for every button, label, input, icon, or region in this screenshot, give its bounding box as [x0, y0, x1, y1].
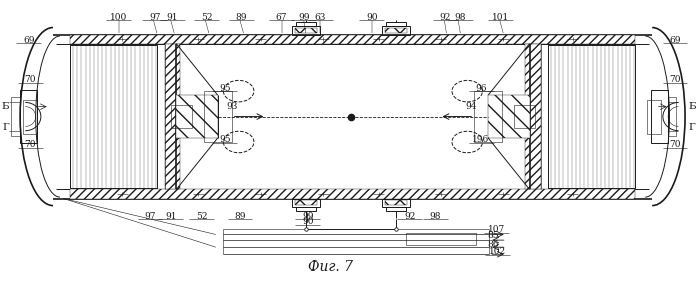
Text: 70: 70: [24, 75, 36, 84]
Text: 92: 92: [440, 12, 451, 22]
Text: 70: 70: [24, 140, 36, 149]
Text: 196: 196: [473, 135, 490, 144]
Text: 69: 69: [669, 36, 681, 45]
Text: 102: 102: [489, 247, 506, 256]
Bar: [295, 28, 317, 33]
Text: 96: 96: [475, 84, 487, 93]
Text: 67: 67: [276, 12, 287, 22]
Text: 100: 100: [110, 12, 127, 22]
Bar: [386, 22, 405, 26]
Text: 91: 91: [165, 212, 177, 221]
Text: 99: 99: [298, 12, 310, 22]
Bar: [526, 44, 540, 189]
Bar: [71, 45, 157, 188]
Bar: [514, 105, 535, 128]
Bar: [23, 100, 37, 133]
Bar: [11, 97, 20, 136]
Text: 52: 52: [196, 212, 208, 221]
Bar: [295, 200, 317, 205]
Text: 70: 70: [669, 140, 681, 149]
Bar: [651, 90, 668, 143]
Bar: [382, 26, 410, 35]
Bar: [384, 28, 407, 33]
Text: 90: 90: [366, 12, 377, 22]
Bar: [668, 97, 677, 136]
Text: 98: 98: [454, 12, 466, 22]
Text: 107: 107: [488, 225, 505, 235]
Text: 89: 89: [234, 212, 246, 221]
Bar: [20, 90, 37, 143]
Bar: [488, 95, 530, 138]
Text: 95: 95: [219, 84, 231, 93]
Bar: [548, 45, 635, 188]
Bar: [296, 207, 315, 211]
Text: 63: 63: [315, 12, 326, 22]
Text: 99: 99: [302, 212, 314, 221]
Bar: [296, 22, 315, 26]
Text: 86: 86: [488, 241, 499, 249]
Text: 97: 97: [149, 12, 161, 22]
Text: Г: Г: [3, 123, 9, 132]
Text: 70: 70: [669, 75, 681, 84]
Text: 91: 91: [166, 12, 178, 22]
Text: 94: 94: [465, 102, 477, 111]
Text: 89: 89: [236, 12, 247, 22]
Bar: [406, 233, 475, 245]
Text: Б: Б: [689, 102, 696, 111]
Bar: [386, 207, 405, 211]
Text: 95: 95: [219, 135, 231, 144]
Text: 69: 69: [23, 36, 34, 45]
Text: 52: 52: [201, 12, 212, 22]
Bar: [384, 200, 407, 205]
Text: 90: 90: [302, 217, 314, 226]
Bar: [165, 44, 180, 189]
Text: 85: 85: [488, 231, 499, 240]
Text: Б: Б: [2, 102, 9, 111]
Text: 101: 101: [492, 12, 509, 22]
Bar: [204, 91, 231, 142]
Bar: [292, 26, 319, 35]
Bar: [292, 199, 319, 207]
Bar: [71, 35, 635, 44]
Text: Г: Г: [689, 123, 696, 132]
Text: 92: 92: [404, 212, 415, 221]
Text: Фиг. 7: Фиг. 7: [308, 260, 352, 274]
Bar: [176, 95, 218, 138]
Bar: [382, 199, 410, 207]
Text: 93: 93: [226, 102, 238, 111]
Bar: [647, 100, 661, 133]
Bar: [474, 91, 502, 142]
Bar: [171, 105, 192, 128]
Text: 98: 98: [430, 212, 441, 221]
Bar: [71, 189, 635, 199]
Text: 97: 97: [144, 212, 156, 221]
